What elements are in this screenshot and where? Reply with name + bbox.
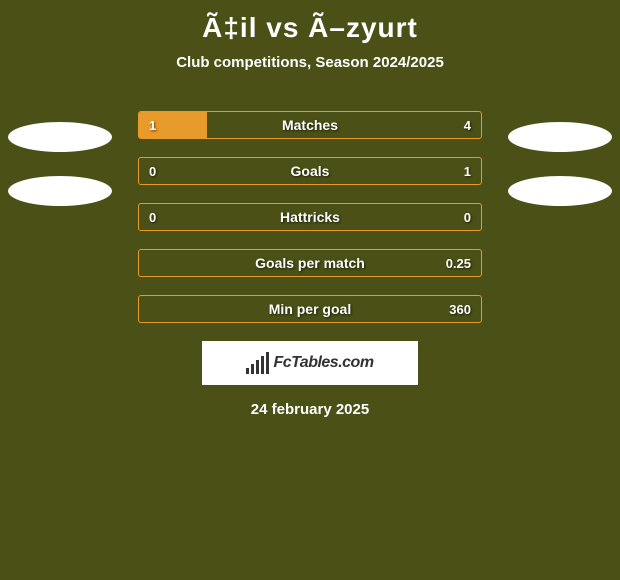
logo-bars-icon bbox=[246, 352, 269, 374]
page-title: Ã‡il vs Ã–zyurt bbox=[0, 0, 620, 44]
player-avatar-right bbox=[508, 122, 612, 152]
stat-row: Hattricks0 0 bbox=[138, 203, 482, 231]
stat-value-left: 0 bbox=[149, 158, 156, 184]
logo-bar-segment bbox=[246, 368, 249, 374]
stat-row: Goals0 1 bbox=[138, 157, 482, 185]
stat-label: Hattricks bbox=[139, 204, 481, 230]
logo-text: FcTables.com bbox=[273, 354, 373, 372]
subtitle: Club competitions, Season 2024/2025 bbox=[0, 54, 620, 71]
stat-value-right: 4 bbox=[464, 112, 471, 138]
logo-bar-segment bbox=[266, 352, 269, 374]
stat-value-right: 360 bbox=[449, 296, 471, 322]
logo-bar-segment bbox=[251, 364, 254, 374]
stats-container: Matches14Goals01Hattricks00Goals per mat… bbox=[138, 111, 482, 323]
stat-value-right: 0 bbox=[464, 204, 471, 230]
logo-bar-segment bbox=[261, 356, 264, 374]
stat-label: Matches bbox=[139, 112, 481, 138]
stat-label: Goals bbox=[139, 158, 481, 184]
stat-label: Goals per match bbox=[139, 250, 481, 276]
stat-row: Matches1 4 bbox=[138, 111, 482, 139]
player-avatar-left bbox=[8, 122, 112, 152]
stat-value-left: 0 bbox=[149, 204, 156, 230]
stat-value-right: 1 bbox=[464, 158, 471, 184]
logo-bar-segment bbox=[256, 360, 259, 374]
stat-row: Goals per match0.25 bbox=[138, 249, 482, 277]
logo-box: FcTables.com bbox=[202, 341, 418, 385]
player-avatar-left bbox=[8, 176, 112, 206]
date-label: 24 february 2025 bbox=[0, 401, 620, 418]
stat-row: Min per goal360 bbox=[138, 295, 482, 323]
stat-value-left: 1 bbox=[149, 112, 156, 138]
stat-label: Min per goal bbox=[139, 296, 481, 322]
player-avatar-right bbox=[508, 176, 612, 206]
stat-value-right: 0.25 bbox=[446, 250, 471, 276]
